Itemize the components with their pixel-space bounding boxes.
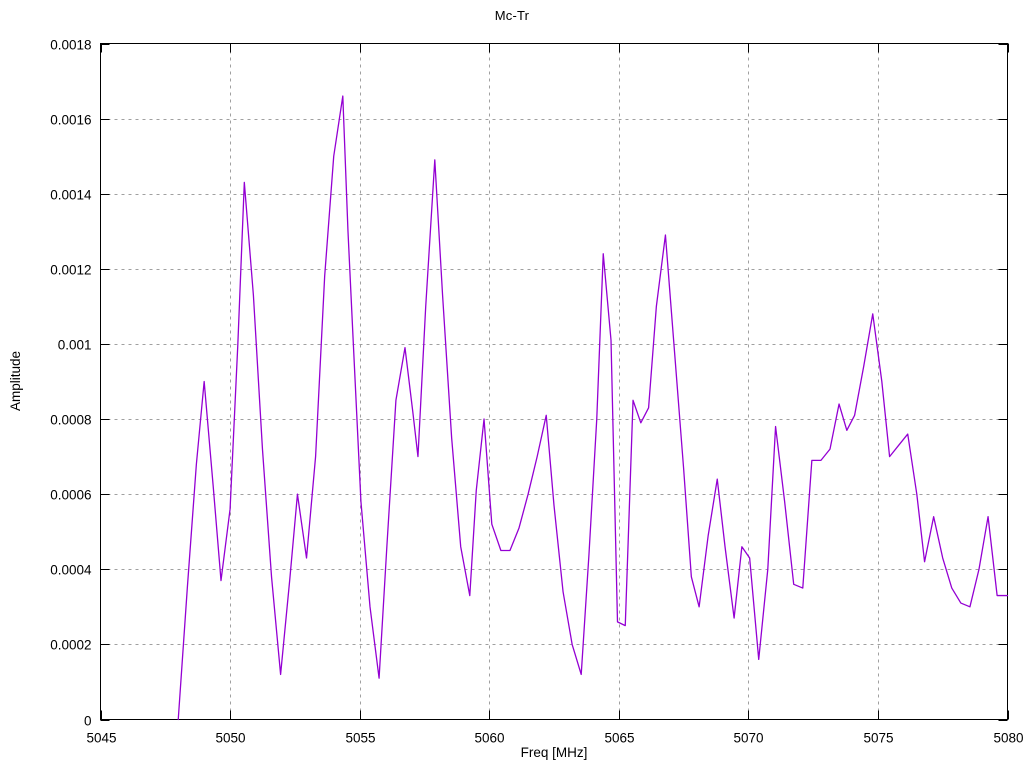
y-axis-tick-label: 0.0018 — [50, 38, 91, 53]
x-axis-tick-label: 5065 — [604, 731, 634, 746]
x-axis-tick-label: 5080 — [993, 731, 1023, 746]
y-axis-title: Amplitude — [8, 351, 23, 411]
y-axis-tick-label: 0 — [84, 714, 92, 729]
y-axis-tick-marks — [100, 44, 1008, 721]
y-axis-tick-label: 0.0012 — [50, 263, 91, 278]
y-axis-tick-label: 0.0006 — [50, 488, 91, 503]
x-axis-tick-label: 5075 — [863, 731, 893, 746]
y-axis-tick-label: 0.0014 — [50, 188, 92, 203]
x-axis-title: Freq [MHz] — [521, 745, 588, 760]
chart-title: Mc-Tr — [494, 8, 530, 23]
x-axis-tick-label: 5050 — [215, 731, 245, 746]
x-axis-tick-label: 5055 — [345, 731, 375, 746]
y-axis-tick-label: 0.0008 — [50, 413, 91, 428]
y-axis-tick-labels: 0 0.0002 0.0004 0.0006 0.0008 0.001 0.0012 0.00… — [50, 38, 92, 729]
y-axis-tick-label: 0.0016 — [50, 113, 91, 128]
y-axis-tick-label: 0.0004 — [50, 563, 92, 578]
plot-frame — [100, 43, 1008, 720]
data-series-line — [177, 95, 1009, 721]
gridlines — [100, 43, 1008, 720]
x-axis-tick-labels: 5045 5050 5055 5060 5065 5070 5075 5080 — [86, 731, 1023, 746]
x-axis-tick-label: 5070 — [733, 731, 763, 746]
x-axis-tick-marks — [101, 43, 1009, 720]
x-axis-tick-label: 5060 — [474, 731, 504, 746]
y-axis-tick-label: 0.001 — [58, 338, 92, 353]
y-axis-tick-label: 0.0002 — [50, 638, 91, 653]
x-axis-tick-label: 5045 — [86, 731, 116, 746]
